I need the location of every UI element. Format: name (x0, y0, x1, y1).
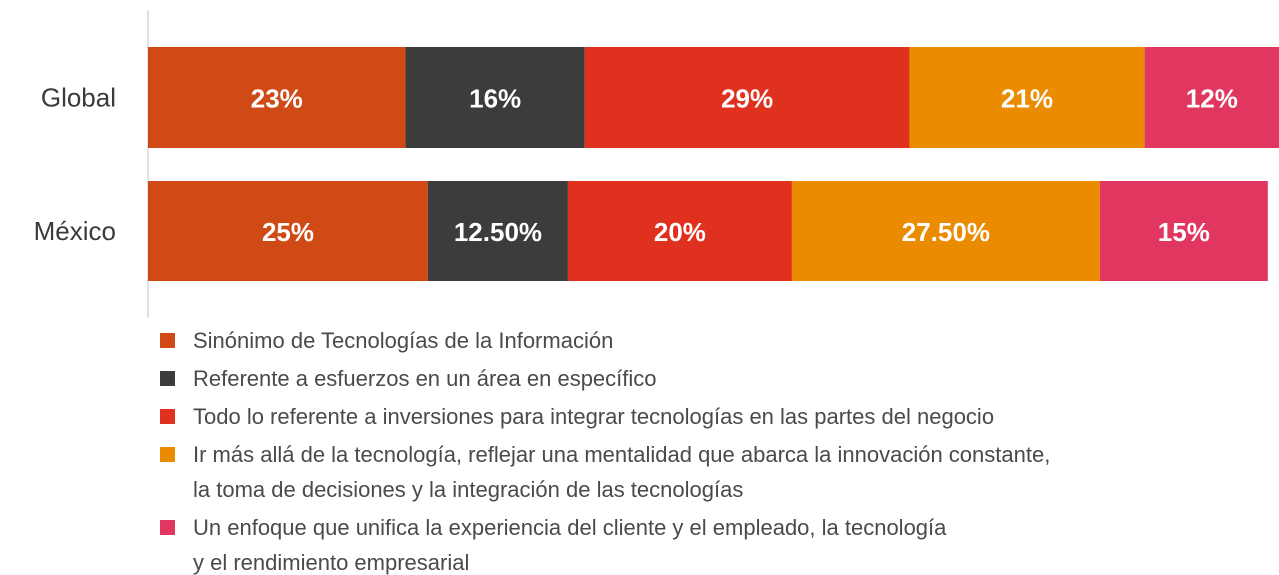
legend-swatch (160, 333, 175, 348)
legend-label: Todo lo referente a inversiones para int… (193, 404, 995, 429)
legend-label: Un enfoque que unifica la experiencia de… (193, 515, 947, 575)
value-label: 25% (262, 217, 314, 247)
bar-segment (909, 47, 1145, 148)
bar-segment (427, 181, 568, 281)
legend-item: Sinónimo de Tecnologías de la Informació… (160, 323, 1275, 358)
value-label: 12.50% (454, 217, 542, 247)
value-label: 21% (1001, 84, 1053, 114)
legend-swatch (160, 371, 175, 386)
legend-label: Ir más allá de la tecnología, reflejar u… (193, 442, 1051, 502)
value-label: 23% (251, 84, 303, 114)
bar-segment (405, 47, 585, 148)
bar-segment (584, 47, 910, 148)
bar-segment (791, 181, 1100, 281)
legend-label: Sinónimo de Tecnologías de la Informació… (193, 328, 614, 353)
legend-item: Referente a esfuerzos en un área en espe… (160, 361, 1275, 396)
legend-swatch (160, 520, 175, 535)
bar-segment (148, 181, 428, 281)
legend-swatch (160, 409, 175, 424)
value-label: 27.50% (902, 217, 990, 247)
value-label: 12% (1186, 84, 1238, 114)
category-label: Global (41, 83, 116, 113)
legend: Sinónimo de Tecnologías de la Informació… (160, 323, 1275, 575)
value-label: 29% (721, 84, 773, 114)
legend-item: Todo lo referente a inversiones para int… (160, 399, 1275, 434)
category-label: México (34, 216, 116, 246)
bar-segment (1144, 47, 1279, 148)
bar-segment (1099, 181, 1268, 281)
value-label: 20% (654, 217, 706, 247)
bar-segment (567, 181, 792, 281)
legend-swatch (160, 447, 175, 462)
legend-item: Ir más allá de la tecnología, reflejar u… (160, 437, 1275, 507)
legend-label: Referente a esfuerzos en un área en espe… (193, 366, 657, 391)
value-label: 16% (469, 84, 521, 114)
value-label: 15% (1158, 217, 1210, 247)
bar-segment (148, 47, 406, 148)
chart: Global 23% 16% 29% 21% 12% México 25% 12.50% 20% 2… (34, 10, 1279, 318)
legend-item: Un enfoque que unifica la experiencia de… (160, 510, 1275, 575)
